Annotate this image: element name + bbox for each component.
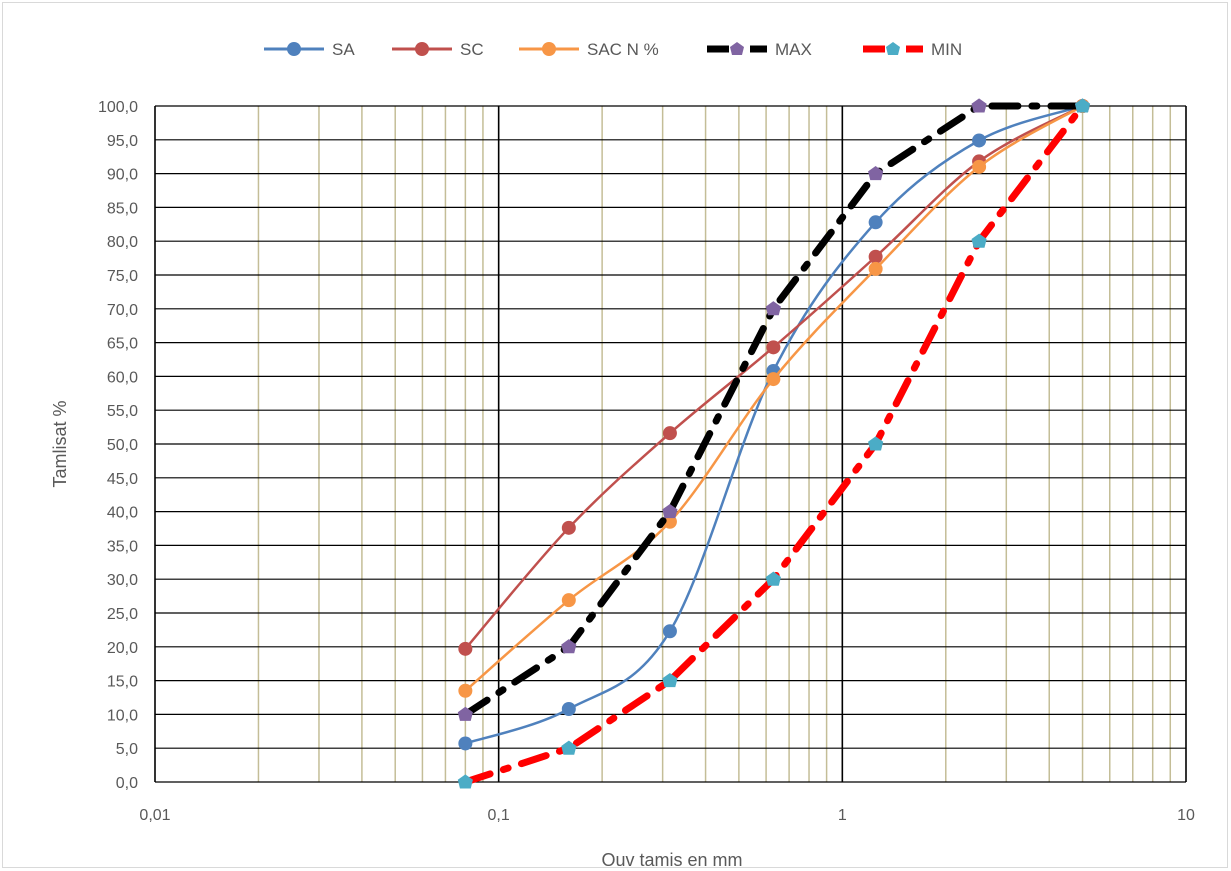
data-point-max — [971, 98, 987, 113]
data-point-sa — [458, 736, 473, 751]
legend-marker-sc — [415, 42, 429, 56]
series-line-sac-n — [464, 104, 1084, 692]
x-tick-label: 0,1 — [488, 807, 510, 824]
data-point-sc — [561, 520, 576, 535]
data-point-max — [868, 165, 884, 181]
y-tick-label: 30,0 — [107, 572, 138, 589]
y-tick-label: 70,0 — [107, 302, 138, 319]
y-tick-label: 15,0 — [107, 674, 138, 691]
legend-label-sa: SA — [332, 40, 355, 59]
series-sa — [458, 99, 1090, 751]
legend-marker-min — [886, 42, 900, 55]
y-tick-label: 65,0 — [107, 336, 138, 353]
legend-item-sc: SC — [392, 40, 484, 59]
legend-label-max: MAX — [775, 40, 812, 59]
legend-marker-sa — [287, 42, 301, 56]
data-point-min — [765, 571, 781, 586]
y-tick-label: 100,0 — [98, 99, 138, 116]
data-point-sac-n — [458, 683, 473, 698]
data-point-min — [868, 436, 884, 451]
x-axis-title: Ouv tamis en mm — [601, 850, 742, 870]
data-point-min — [1074, 98, 1091, 113]
data-point-max — [457, 706, 473, 721]
y-tick-label: 5,0 — [116, 741, 138, 758]
data-point-sac-n — [868, 261, 883, 276]
data-point-sac-n — [561, 593, 576, 608]
y-tick-label: 95,0 — [107, 133, 138, 150]
series-sac-n — [458, 99, 1090, 698]
data-point-sa — [972, 133, 987, 148]
y-axis-title: Tamlisat % — [50, 400, 70, 487]
x-tick-label: 1 — [838, 807, 847, 824]
legend-marker-sac-n — [542, 42, 556, 56]
legend-label-min: MIN — [931, 40, 962, 59]
y-axis-ticks: 0,0 5,0 10,0 15,0 20,0 25,0 30,0 35,0 40,0 45,0 50… — [98, 99, 138, 792]
data-point-max — [765, 301, 781, 316]
series-layer — [457, 98, 1091, 789]
x-axis-ticks: 0,01 0,1 1 10 — [139, 807, 1195, 824]
y-tick-label: 10,0 — [107, 707, 138, 724]
data-point-sc — [766, 340, 781, 355]
y-tick-label: 85,0 — [107, 200, 138, 217]
legend-item-min: MIN — [863, 40, 962, 59]
y-tick-label: 75,0 — [107, 268, 138, 285]
x-tick-label: 10 — [1177, 807, 1195, 824]
data-point-min — [662, 672, 678, 688]
x-tick-label: 0,01 — [139, 807, 170, 824]
y-tick-label: 60,0 — [107, 369, 138, 386]
data-point-max — [662, 503, 678, 519]
y-tick-label: 40,0 — [107, 505, 138, 522]
data-point-min — [971, 233, 987, 248]
legend-item-sa: SA — [264, 40, 355, 59]
y-tick-label: 20,0 — [107, 640, 138, 657]
legend-item-max: MAX — [707, 40, 812, 59]
y-tick-label: 55,0 — [107, 403, 138, 420]
y-tick-label: 25,0 — [107, 606, 138, 623]
series-line-sa — [464, 104, 1083, 745]
data-point-sa — [868, 215, 883, 230]
data-point-max — [561, 639, 577, 654]
data-point-sc — [868, 249, 883, 264]
grid — [154, 105, 1187, 783]
y-tick-label: 80,0 — [107, 234, 138, 251]
y-tick-label: 50,0 — [107, 437, 138, 454]
data-point-sa — [662, 624, 677, 639]
data-point-sac-n — [972, 159, 987, 174]
y-tick-label: 35,0 — [107, 538, 138, 555]
y-tick-label: 90,0 — [107, 167, 138, 184]
legend: SA SC SAC N % MAX MIN — [264, 40, 962, 59]
series-min — [457, 98, 1091, 789]
legend-label-sac-n: SAC N % — [587, 40, 659, 59]
data-point-sac-n — [662, 514, 677, 529]
legend-label-sc: SC — [460, 40, 484, 59]
data-point-min — [561, 740, 577, 755]
data-point-sac-n — [766, 372, 781, 387]
data-point-sa — [561, 701, 576, 716]
data-point-min — [457, 774, 473, 789]
legend-marker-max — [730, 42, 744, 55]
data-point-sc — [458, 641, 473, 656]
y-tick-label: 45,0 — [107, 471, 138, 488]
data-point-sc — [662, 426, 677, 441]
legend-item-sac-n: SAC N % — [519, 40, 659, 59]
y-tick-label: 0,0 — [116, 775, 138, 792]
